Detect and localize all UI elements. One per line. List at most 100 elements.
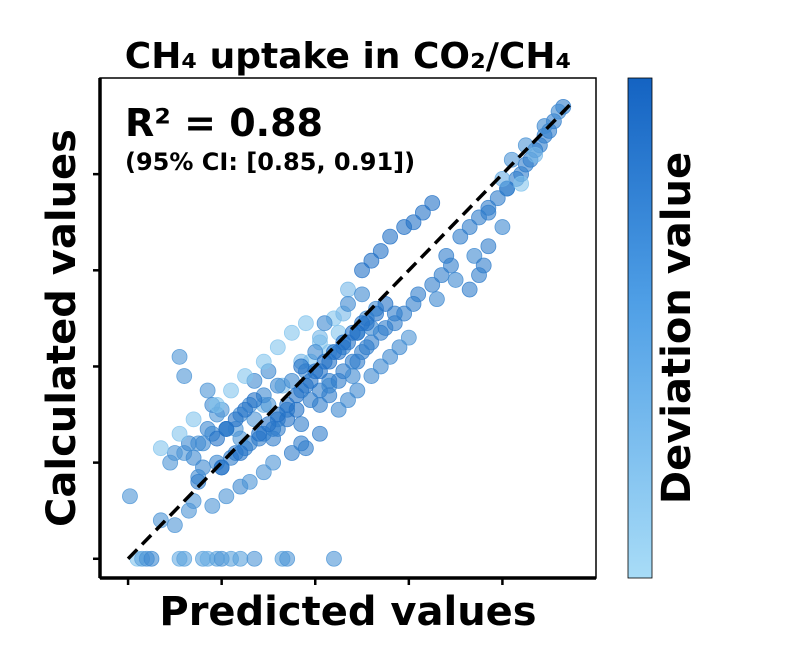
data-point (340, 296, 356, 312)
data-point (171, 348, 188, 365)
data-point (424, 195, 441, 211)
data-point (316, 315, 333, 332)
scatter-points (122, 98, 572, 567)
data-point (475, 257, 492, 274)
data-point (354, 262, 370, 279)
chart-title: CH₄ uptake in CO₂/CH₄ (125, 36, 571, 77)
data-point (185, 411, 202, 428)
data-point (354, 286, 370, 303)
data-point (293, 416, 310, 433)
data-point (283, 324, 300, 341)
data-point (269, 339, 286, 356)
data-point (237, 401, 253, 418)
data-point (246, 550, 263, 567)
data-point (461, 281, 478, 298)
data-point (461, 219, 478, 235)
data-point (363, 252, 380, 269)
data-point (185, 449, 202, 466)
data-point (312, 425, 328, 442)
data-point (466, 247, 483, 264)
identity-reference-line (126, 100, 574, 560)
data-point (209, 430, 225, 447)
data-point (321, 387, 338, 404)
data-point (480, 238, 497, 255)
data-point (377, 320, 394, 336)
data-point (452, 228, 469, 245)
data-point (386, 305, 403, 322)
data-point (269, 377, 286, 394)
colorbar (627, 77, 653, 579)
data-point (527, 147, 544, 163)
data-point (232, 445, 249, 461)
data-point (424, 276, 441, 293)
data-point (279, 550, 296, 567)
data-point (503, 151, 520, 168)
data-point (246, 392, 263, 409)
data-point (349, 353, 366, 370)
data-point (405, 214, 422, 231)
data-point (344, 368, 361, 384)
confidence-interval-annotation: (95% CI: [0.85, 0.91]) (125, 148, 415, 176)
data-point (312, 329, 328, 346)
data-point (494, 171, 511, 187)
data-point (213, 459, 230, 476)
data-point (480, 204, 497, 221)
data-point (489, 190, 506, 207)
data-point (330, 401, 347, 418)
data-point (176, 550, 193, 567)
colorbar-label: Deviation value (654, 152, 700, 504)
axis-ticks (93, 172, 504, 585)
data-point (382, 228, 399, 245)
data-point (382, 348, 399, 365)
data-point (223, 382, 239, 399)
data-point (517, 137, 534, 154)
y-axis-label: Calculated values (39, 129, 85, 527)
data-point (122, 488, 138, 505)
data-point (297, 440, 314, 457)
data-point (176, 368, 193, 384)
data-point (166, 517, 183, 534)
data-point (326, 550, 342, 567)
data-point (433, 267, 450, 284)
data-point (237, 368, 253, 384)
data-point (513, 175, 530, 192)
data-point (152, 512, 169, 529)
data-point (218, 488, 235, 505)
data-point (227, 411, 244, 428)
data-point (438, 247, 455, 264)
r-squared-annotation: R² = 0.88 (125, 101, 323, 145)
data-point (494, 219, 511, 235)
data-point (358, 339, 375, 356)
data-point (340, 281, 356, 298)
data-point (372, 358, 389, 375)
data-point (363, 368, 380, 384)
data-point (400, 329, 417, 346)
data-point (330, 372, 347, 389)
data-point (171, 425, 188, 442)
data-point (297, 315, 314, 332)
data-point (307, 344, 324, 360)
data-point (255, 353, 272, 370)
data-point (209, 397, 225, 413)
data-point (255, 464, 272, 481)
data-point (265, 454, 282, 471)
data-point (143, 550, 160, 567)
data-point (293, 358, 310, 375)
data-point (232, 550, 249, 567)
data-point (391, 339, 408, 356)
data-point (195, 459, 211, 476)
data-point (550, 103, 567, 120)
data-point (162, 454, 179, 471)
data-point (429, 291, 445, 308)
data-point (195, 435, 211, 452)
data-point (340, 392, 356, 409)
data-point (410, 286, 427, 303)
data-point (312, 397, 328, 413)
data-point (152, 440, 169, 457)
data-point (204, 497, 221, 514)
data-point (536, 118, 553, 134)
data-point (241, 473, 258, 490)
data-point (218, 421, 235, 437)
data-point (414, 204, 431, 221)
